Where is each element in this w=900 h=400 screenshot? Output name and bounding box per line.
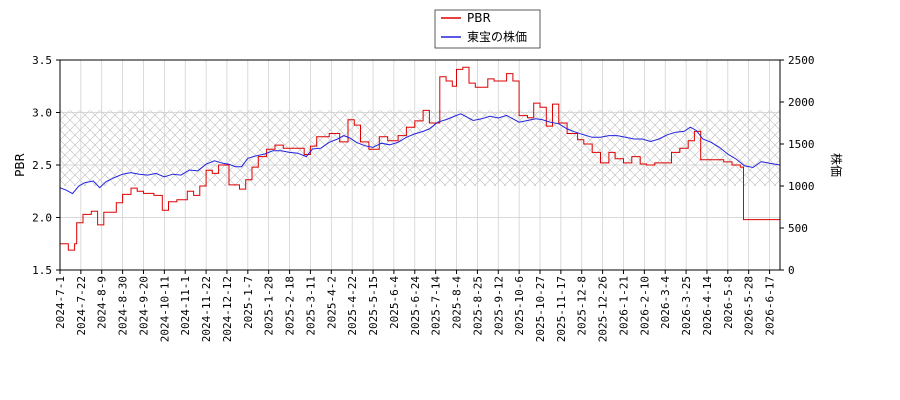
x-tick-label: 2026-2-10	[638, 276, 651, 336]
x-tick-label: 2024-8-9	[96, 276, 109, 329]
x-tick-label: 2026-4-14	[701, 276, 714, 336]
y-axis-left-ticks: 1.5 2.0 2.5 3.0 3.5	[32, 54, 60, 277]
y-right-tick-label: 0	[788, 264, 795, 277]
x-tick-label: 2026-3-25	[680, 276, 693, 336]
y-left-tick-label: 1.5	[32, 264, 52, 277]
y-right-tick-label: 1000	[788, 180, 815, 193]
x-tick-label: 2025-6-24	[409, 276, 422, 336]
x-tick-label: 2025-5-15	[367, 276, 380, 336]
x-tick-label: 2024-10-11	[158, 276, 171, 342]
x-tick-label: 2025-6-4	[388, 276, 401, 329]
legend-label-price: 東宝の株価	[467, 29, 527, 44]
legend-label-pbr: PBR	[467, 11, 491, 25]
x-tick-label: 2024-7-22	[75, 276, 88, 336]
x-tick-label: 2024-11-1	[179, 276, 192, 336]
x-tick-label: 2025-3-11	[304, 276, 317, 336]
y-left-tick-label: 2.5	[32, 159, 52, 172]
x-tick-label: 2026-1-21	[617, 276, 630, 336]
y-right-tick-label: 500	[788, 222, 808, 235]
x-tick-label: 2025-1-7	[242, 276, 255, 329]
x-tick-label: 2024-8-30	[117, 276, 130, 336]
x-tick-label: 2024-9-20	[137, 276, 150, 336]
x-tick-label: 2024-7-1	[54, 276, 67, 329]
y-left-tick-label: 2.0	[32, 212, 52, 225]
x-tick-label: 2025-11-17	[555, 276, 568, 342]
series-lines	[60, 66, 780, 251]
series-line-price	[60, 113, 780, 195]
y-right-tick-label: 1500	[788, 138, 815, 151]
x-tick-label: 2025-8-25	[471, 276, 484, 336]
x-axis-ticks: 2024-7-1 2024-7-22 2024-8-9 2024-8-30 2024-9…	[54, 270, 777, 342]
x-tick-label: 2025-12-26	[597, 276, 610, 342]
x-tick-label: 2026-5-8	[722, 276, 735, 329]
y-axis-right-title: 株価	[829, 153, 844, 177]
x-tick-label: 2026-6-17	[764, 276, 777, 336]
x-tick-label: 2025-10-6	[513, 276, 526, 336]
x-tick-label: 2025-2-18	[284, 276, 297, 336]
y-axis-left-title: PBR	[13, 153, 27, 177]
x-tick-label: 2025-4-22	[346, 276, 359, 336]
x-tick-label: 2025-9-12	[492, 276, 505, 336]
shaded-band	[60, 110, 780, 186]
legend: PBR 東宝の株価	[434, 9, 541, 49]
y-left-tick-label: 3.5	[32, 54, 52, 67]
y-left-tick-label: 3.0	[32, 107, 52, 120]
x-tick-label: 2026-5-28	[743, 276, 756, 336]
y-axis-right-ticks: 0 500 1000 1500 2000 2500	[780, 54, 815, 277]
y-right-tick-label: 2000	[788, 96, 815, 109]
x-tick-label: 2026-3-4	[659, 276, 672, 329]
x-tick-label: 2025-4-2	[325, 276, 338, 329]
x-tick-label: 2025-10-27	[534, 276, 547, 342]
x-tick-label: 2024-12-12	[221, 276, 234, 342]
x-tick-label: 2025-8-4	[451, 276, 464, 329]
series-line-pbr	[60, 66, 780, 251]
legend-box	[434, 9, 541, 49]
x-tick-label: 2025-12-8	[576, 276, 589, 336]
x-tick-label: 2025-7-14	[430, 276, 443, 336]
x-tick-label: 2024-11-22	[200, 276, 213, 342]
y-right-tick-label: 2500	[788, 54, 815, 67]
x-tick-label: 2025-1-28	[263, 276, 276, 336]
